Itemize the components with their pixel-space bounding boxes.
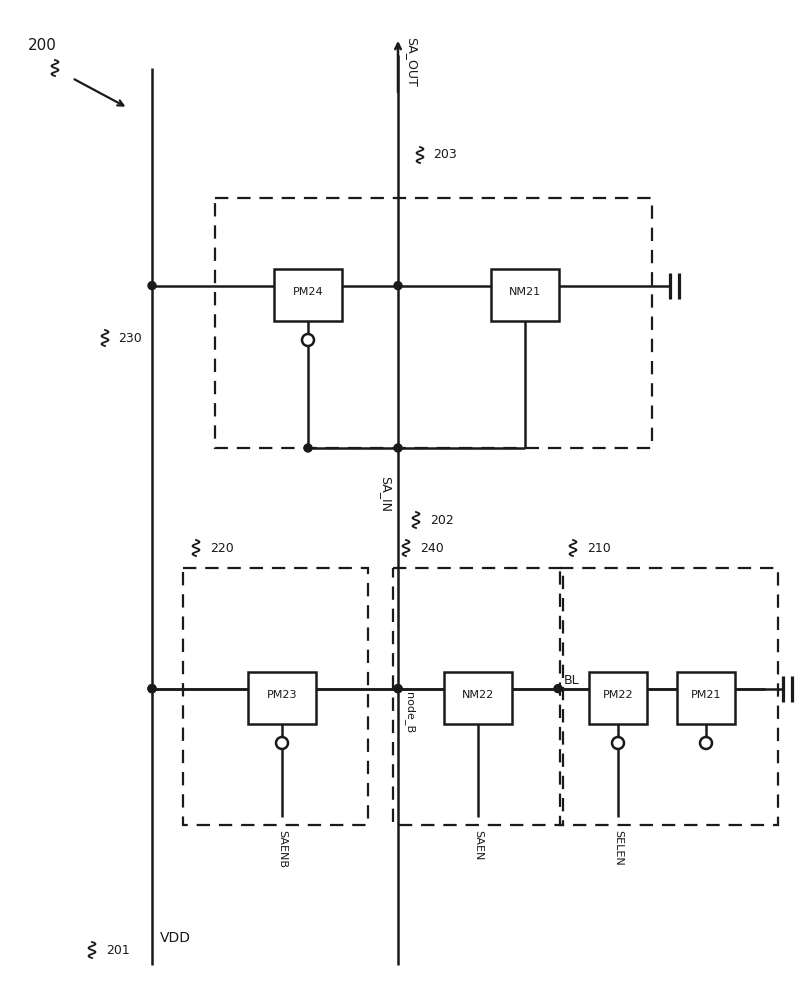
Bar	[560, 568, 778, 825]
Bar	[248, 672, 316, 724]
Text: SAENB: SAENB	[277, 830, 287, 868]
Circle shape	[394, 282, 402, 290]
Text: node_B: node_B	[404, 692, 415, 734]
Text: SAEN: SAEN	[473, 830, 483, 860]
Circle shape	[394, 444, 402, 452]
Circle shape	[302, 334, 314, 346]
Circle shape	[554, 685, 562, 693]
Text: SA_IN: SA_IN	[379, 476, 392, 512]
Circle shape	[304, 444, 312, 452]
Circle shape	[612, 737, 624, 749]
Text: 210: 210	[587, 542, 611, 554]
Circle shape	[148, 685, 156, 693]
Text: 200: 200	[28, 37, 56, 52]
Text: NM22: NM22	[462, 690, 494, 700]
Circle shape	[394, 685, 402, 693]
Bar	[589, 672, 647, 724]
Bar	[491, 269, 559, 321]
Circle shape	[700, 737, 712, 749]
Bar	[393, 568, 563, 825]
Text: 220: 220	[210, 542, 234, 554]
Bar	[444, 672, 512, 724]
Text: PM21: PM21	[691, 690, 721, 700]
Text: 201: 201	[106, 944, 130, 956]
Text: PM22: PM22	[603, 690, 633, 700]
Circle shape	[394, 685, 402, 693]
Circle shape	[148, 282, 156, 290]
Bar	[274, 269, 342, 321]
Circle shape	[276, 737, 288, 749]
Text: 230: 230	[118, 332, 142, 344]
Text: 202: 202	[430, 514, 454, 526]
Bar	[215, 198, 652, 448]
Text: PM23: PM23	[267, 690, 297, 700]
Circle shape	[148, 685, 156, 693]
Text: 203: 203	[433, 148, 457, 161]
Text: NM21: NM21	[509, 287, 541, 297]
Text: SA_OUT: SA_OUT	[405, 37, 418, 87]
Text: BL: BL	[564, 674, 579, 687]
Text: PM24: PM24	[293, 287, 324, 297]
Text: 240: 240	[420, 542, 444, 554]
Text: SELEN: SELEN	[613, 830, 623, 866]
Bar	[183, 568, 368, 825]
Bar	[677, 672, 735, 724]
Text: VDD: VDD	[160, 931, 191, 945]
